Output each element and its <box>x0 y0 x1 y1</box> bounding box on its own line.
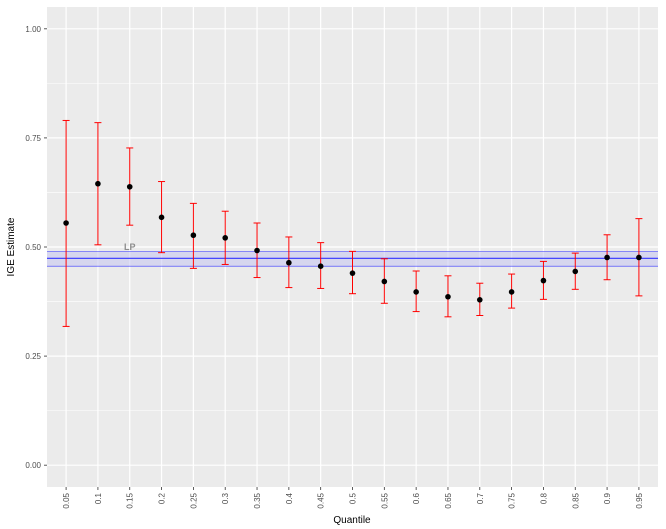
y-tick-label: 0.50 <box>25 243 41 252</box>
x-tick-label: 0.45 <box>317 492 326 508</box>
data-point <box>413 289 419 295</box>
y-tick-label: 0.00 <box>25 461 41 470</box>
x-tick-label: 0.35 <box>253 492 262 508</box>
x-tick-label: 0.65 <box>444 492 453 508</box>
x-tick-label: 0.9 <box>603 492 612 504</box>
data-point <box>95 180 101 187</box>
x-tick-label: 0.4 <box>285 492 294 504</box>
data-point <box>636 254 642 261</box>
x-axis-title: Quantile <box>333 515 371 526</box>
x-tick-label: 0.55 <box>380 492 389 508</box>
reference-label: LP <box>124 242 136 252</box>
y-tick-label: 0.25 <box>25 352 41 361</box>
x-tick-label: 0.7 <box>476 492 485 504</box>
x-tick-label: 0.75 <box>508 492 517 508</box>
x-tick-label: 0.5 <box>349 492 358 504</box>
x-tick-label: 0.3 <box>221 492 230 504</box>
data-point <box>158 214 165 221</box>
x-tick-label: 0.25 <box>189 492 198 508</box>
data-point <box>604 254 610 261</box>
x-tick-label: 0.95 <box>635 492 644 508</box>
data-point <box>540 277 547 284</box>
x-tick-label: 0.2 <box>158 492 167 504</box>
x-tick-label: 0.15 <box>126 492 135 508</box>
data-point <box>572 268 579 275</box>
x-tick-label: 0.6 <box>412 492 421 504</box>
data-point <box>349 270 356 276</box>
x-tick-label: 0.85 <box>571 492 580 508</box>
data-point <box>126 183 133 190</box>
data-point <box>286 259 292 266</box>
y-tick-label: 1.00 <box>25 25 41 34</box>
y-tick-label: 0.75 <box>25 134 41 143</box>
data-point <box>254 247 260 254</box>
data-point <box>63 220 69 226</box>
axes: 0.00 0.25 0.50 0.75 1.00 0.05 0.1 0.15 0.2 0.25 0.… <box>25 25 643 509</box>
data-point <box>508 289 515 295</box>
data-point <box>190 232 197 239</box>
y-axis-title: IGE Estimate <box>6 217 17 276</box>
x-tick-label: 0.05 <box>62 492 71 508</box>
x-tick-label: 0.1 <box>94 492 103 504</box>
data-point <box>222 235 229 241</box>
data-point <box>445 293 451 300</box>
data-point <box>381 278 388 285</box>
x-tick-label: 0.8 <box>539 492 548 504</box>
data-point <box>317 263 324 270</box>
data-marks <box>62 119 643 327</box>
data-point <box>476 297 483 303</box>
